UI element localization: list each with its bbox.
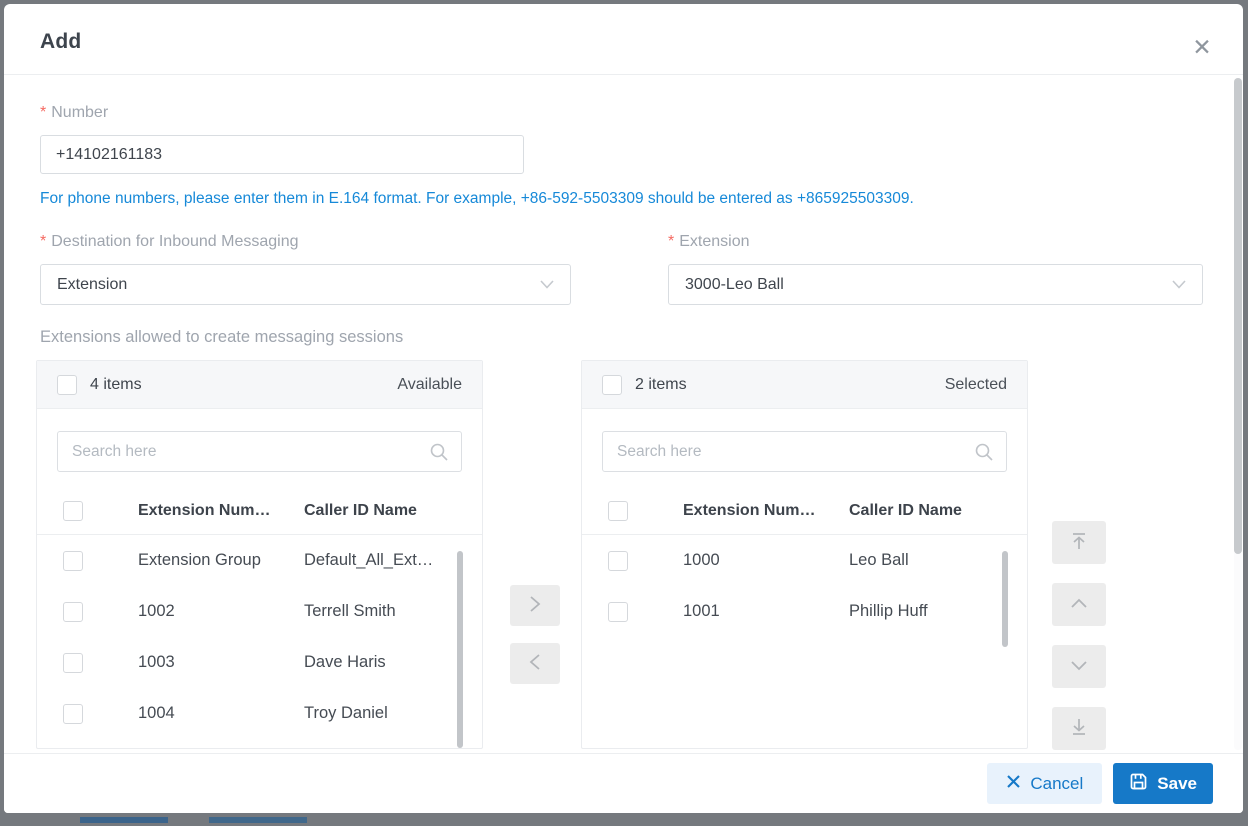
cell-caller-id-name: Phillip Huff xyxy=(849,602,928,620)
destination-select-value: Extension xyxy=(57,275,128,293)
selected-search xyxy=(602,431,1007,472)
selected-panel: 2 items Selected Extension Num… Caller I… xyxy=(581,360,1028,749)
arrow-to-top-icon xyxy=(1069,531,1089,554)
cell-extension-number: Extension Group xyxy=(138,551,261,569)
selected-count: 2 items xyxy=(635,375,687,393)
column-caller-id-name: Caller ID Name xyxy=(849,502,962,519)
selected-search-input[interactable] xyxy=(603,432,1006,471)
cell-extension-number: 1001 xyxy=(683,602,720,620)
available-select-all-checkbox[interactable] xyxy=(57,374,77,395)
e164-format-hint: For phone numbers, please enter them in … xyxy=(40,190,914,207)
arrow-to-bottom-icon xyxy=(1069,717,1089,740)
save-button[interactable]: Save xyxy=(1113,763,1213,804)
cell-caller-id-name: Leo Ball xyxy=(849,551,909,569)
cell-extension-number: 1003 xyxy=(138,653,175,671)
selected-table-header: Extension Num… Caller ID Name xyxy=(582,488,1027,535)
available-count: 4 items xyxy=(90,375,142,393)
row-checkbox[interactable] xyxy=(63,703,83,724)
cell-caller-id-name: Troy Daniel xyxy=(304,704,388,722)
move-up-button[interactable] xyxy=(1052,583,1106,626)
move-to-bottom-button[interactable] xyxy=(1052,707,1106,750)
chevron-right-icon xyxy=(529,595,541,616)
search-icon xyxy=(429,442,449,467)
required-asterisk: * xyxy=(40,233,47,250)
save-button-label: Save xyxy=(1157,773,1197,793)
cell-caller-id-name: Dave Haris xyxy=(304,653,386,671)
dialog-title: Add xyxy=(40,30,82,53)
row-checkbox[interactable] xyxy=(608,601,628,622)
table-row[interactable]: 1001 Phillip Huff xyxy=(582,586,1027,637)
available-search xyxy=(57,431,462,472)
chevron-left-icon xyxy=(529,653,541,674)
background-page-fragment xyxy=(80,817,168,823)
dialog-scrollbar-thumb[interactable] xyxy=(1234,78,1242,554)
selected-side-label: Selected xyxy=(944,375,1007,393)
save-floppy-icon xyxy=(1129,772,1148,796)
row-checkbox[interactable] xyxy=(63,601,83,622)
column-extension-number: Extension Num… xyxy=(683,502,816,519)
table-row[interactable]: Extension Group Default_All_Ext… xyxy=(37,535,482,586)
extension-label: * Extension xyxy=(668,233,750,250)
required-asterisk: * xyxy=(40,104,47,121)
available-side-label: Available xyxy=(397,375,462,393)
selected-panel-header: 2 items Selected xyxy=(582,361,1027,409)
extension-select[interactable]: 3000-Leo Ball xyxy=(668,264,1203,305)
number-label: * Number xyxy=(40,104,109,121)
row-checkbox[interactable] xyxy=(63,550,83,571)
available-list-scrollbar[interactable] xyxy=(457,551,463,748)
table-row[interactable]: 1004 Troy Daniel xyxy=(37,688,482,739)
required-asterisk: * xyxy=(668,233,675,250)
cell-extension-number: 1002 xyxy=(138,602,175,620)
selected-header-checkbox[interactable] xyxy=(608,501,628,521)
move-down-button[interactable] xyxy=(1052,645,1106,688)
available-panel: 4 items Available Extension Num… Caller … xyxy=(36,360,483,749)
table-row[interactable]: 1003 Dave Haris xyxy=(37,637,482,688)
cell-extension-number: 1004 xyxy=(138,704,175,722)
table-row[interactable]: 1000 Leo Ball xyxy=(582,535,1027,586)
cell-caller-id-name: Terrell Smith xyxy=(304,602,396,620)
close-icon[interactable]: ✕ xyxy=(1185,30,1219,64)
available-panel-header: 4 items Available xyxy=(37,361,482,409)
search-icon xyxy=(974,442,994,467)
chevron-down-icon xyxy=(540,276,554,294)
add-dialog: Add ✕ *Number For phone numbers, please … xyxy=(4,4,1243,813)
available-table-header: Extension Num… Caller ID Name xyxy=(37,488,482,535)
allowed-extensions-section-label: Extensions allowed to create messaging s… xyxy=(40,328,404,346)
destination-label: * Destination for Inbound Messaging xyxy=(40,233,299,250)
number-input[interactable] xyxy=(40,135,524,174)
dialog-footer: Cancel Save xyxy=(4,753,1243,813)
move-to-available-button[interactable] xyxy=(510,643,560,684)
extension-select-value: 3000-Leo Ball xyxy=(685,275,784,293)
table-row[interactable]: 1002 Terrell Smith xyxy=(37,586,482,637)
selected-list-scrollbar[interactable] xyxy=(1002,551,1008,647)
cell-extension-number: 1000 xyxy=(683,551,720,569)
selected-select-all-checkbox[interactable] xyxy=(602,374,622,395)
dialog-header: Add ✕ xyxy=(4,4,1243,75)
cancel-button[interactable]: Cancel xyxy=(987,763,1103,804)
move-to-selected-button[interactable] xyxy=(510,585,560,626)
available-header-checkbox[interactable] xyxy=(63,501,83,521)
row-checkbox[interactable] xyxy=(608,550,628,571)
column-extension-number: Extension Num… xyxy=(138,502,271,519)
row-checkbox[interactable] xyxy=(63,652,83,673)
available-search-input[interactable] xyxy=(58,432,461,471)
dialog-scrollbar[interactable] xyxy=(1234,78,1242,750)
move-to-top-button[interactable] xyxy=(1052,521,1106,564)
column-caller-id-name: Caller ID Name xyxy=(304,502,417,519)
cancel-button-label: Cancel xyxy=(1030,773,1084,793)
chevron-up-icon xyxy=(1070,597,1088,612)
background-page-fragment xyxy=(209,817,307,823)
x-icon xyxy=(1006,774,1021,794)
chevron-down-icon xyxy=(1172,276,1186,294)
destination-select[interactable]: Extension xyxy=(40,264,571,305)
chevron-down-icon xyxy=(1070,659,1088,674)
cell-caller-id-name: Default_All_Ext… xyxy=(304,551,434,569)
